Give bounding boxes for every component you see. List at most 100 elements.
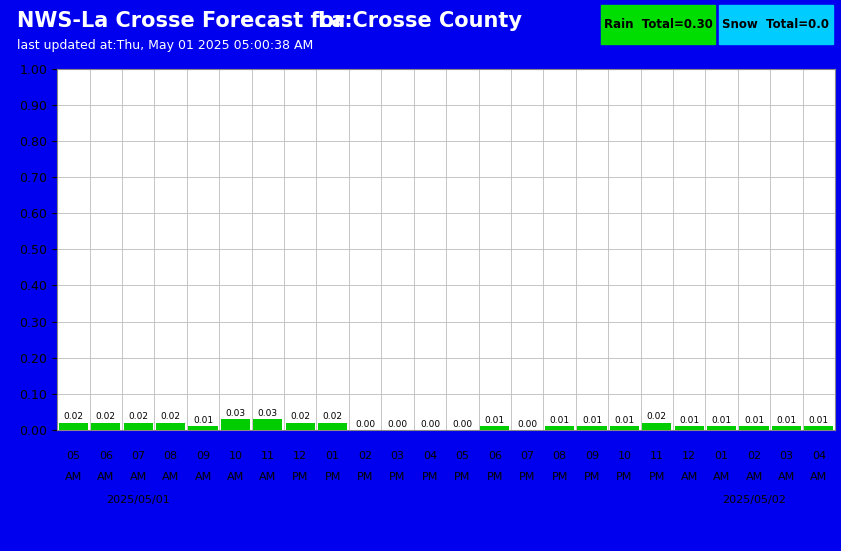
Text: Rain  Total=0.30: Rain Total=0.30 [604,18,712,31]
Text: 10: 10 [617,451,632,461]
Text: AM: AM [98,472,114,482]
Bar [480,426,510,430]
Text: 01: 01 [325,451,340,461]
Text: last updated at:Thu, May 01 2025 05:00:38 AM: last updated at:Thu, May 01 2025 05:00:3… [17,39,313,52]
Text: 02: 02 [747,451,761,461]
Text: 01: 01 [715,451,728,461]
Text: La Crosse County: La Crosse County [319,12,522,31]
Text: PM: PM [389,472,405,482]
Text: 05: 05 [455,451,469,461]
Text: AM: AM [713,472,730,482]
Text: 10: 10 [229,451,242,461]
Bar [772,426,801,430]
Text: PM: PM [584,472,600,482]
Text: 09: 09 [585,451,599,461]
Bar [318,423,347,430]
Text: PM: PM [292,472,309,482]
Text: 03: 03 [390,451,405,461]
Text: 0.02: 0.02 [647,413,667,422]
Text: AM: AM [680,472,698,482]
Text: 02: 02 [358,451,373,461]
Text: 0.01: 0.01 [711,416,732,425]
Text: AM: AM [65,472,82,482]
Text: 11: 11 [261,451,275,461]
Bar [221,419,250,430]
Bar [739,426,769,430]
Text: AM: AM [778,472,795,482]
Text: 0.01: 0.01 [193,416,213,425]
Text: 0.01: 0.01 [809,416,829,425]
Text: 0.00: 0.00 [517,420,537,429]
Text: 0.01: 0.01 [582,416,602,425]
Text: AM: AM [745,472,763,482]
Text: AM: AM [810,472,828,482]
Text: 06: 06 [488,451,502,461]
Bar [601,5,715,45]
Text: 0.03: 0.03 [258,409,278,418]
Text: 0.01: 0.01 [744,416,764,425]
Text: 0.01: 0.01 [549,416,569,425]
Text: AM: AM [227,472,244,482]
Text: PM: PM [357,472,373,482]
Text: 07: 07 [131,451,145,461]
Text: 12: 12 [682,451,696,461]
Text: 0.01: 0.01 [680,416,700,425]
Bar [286,423,315,430]
Text: 08: 08 [553,451,567,461]
Text: 0.01: 0.01 [776,416,796,425]
Bar [643,423,671,430]
Text: 04: 04 [812,451,826,461]
Text: AM: AM [130,472,147,482]
Bar [545,426,574,430]
Text: 05: 05 [66,451,81,461]
Text: 2025/05/01: 2025/05/01 [106,495,170,505]
Text: 11: 11 [650,451,664,461]
Bar [253,419,283,430]
Text: 0.00: 0.00 [420,420,440,429]
Text: AM: AM [259,472,277,482]
Text: 0.02: 0.02 [96,413,116,422]
Bar [156,423,185,430]
Bar [578,426,606,430]
Text: 04: 04 [423,451,437,461]
Text: 0.02: 0.02 [290,413,310,422]
Text: PM: PM [519,472,536,482]
Bar [610,426,639,430]
Text: 03: 03 [780,451,794,461]
Text: 0.00: 0.00 [355,420,375,429]
Bar [719,5,833,45]
Text: 09: 09 [196,451,210,461]
Text: 07: 07 [520,451,534,461]
Bar [59,423,88,430]
Text: 0.00: 0.00 [452,420,473,429]
Text: 0.02: 0.02 [63,413,83,422]
Text: PM: PM [421,472,438,482]
Text: PM: PM [325,472,341,482]
Bar [124,423,153,430]
Bar [91,423,120,430]
Text: PM: PM [552,472,568,482]
Text: 0.00: 0.00 [388,420,408,429]
Text: 0.01: 0.01 [484,416,505,425]
Text: 2025/05/02: 2025/05/02 [722,495,786,505]
Bar [707,426,736,430]
Text: 0.02: 0.02 [323,413,342,422]
Text: 12: 12 [294,451,307,461]
Text: AM: AM [162,472,179,482]
Text: PM: PM [487,472,503,482]
Text: 08: 08 [163,451,177,461]
Text: 0.02: 0.02 [128,413,148,422]
Bar [188,426,218,430]
Text: PM: PM [648,472,665,482]
Text: AM: AM [194,472,212,482]
Text: PM: PM [616,472,632,482]
Text: 0.01: 0.01 [615,416,634,425]
Text: PM: PM [454,472,471,482]
Bar [674,426,704,430]
Text: 06: 06 [98,451,113,461]
Text: Snow  Total=0.0: Snow Total=0.0 [722,18,829,31]
Text: 0.03: 0.03 [225,409,246,418]
Bar [804,426,833,430]
Text: 0.02: 0.02 [161,413,181,422]
Text: NWS-La Crosse Forecast for:: NWS-La Crosse Forecast for: [17,12,352,31]
